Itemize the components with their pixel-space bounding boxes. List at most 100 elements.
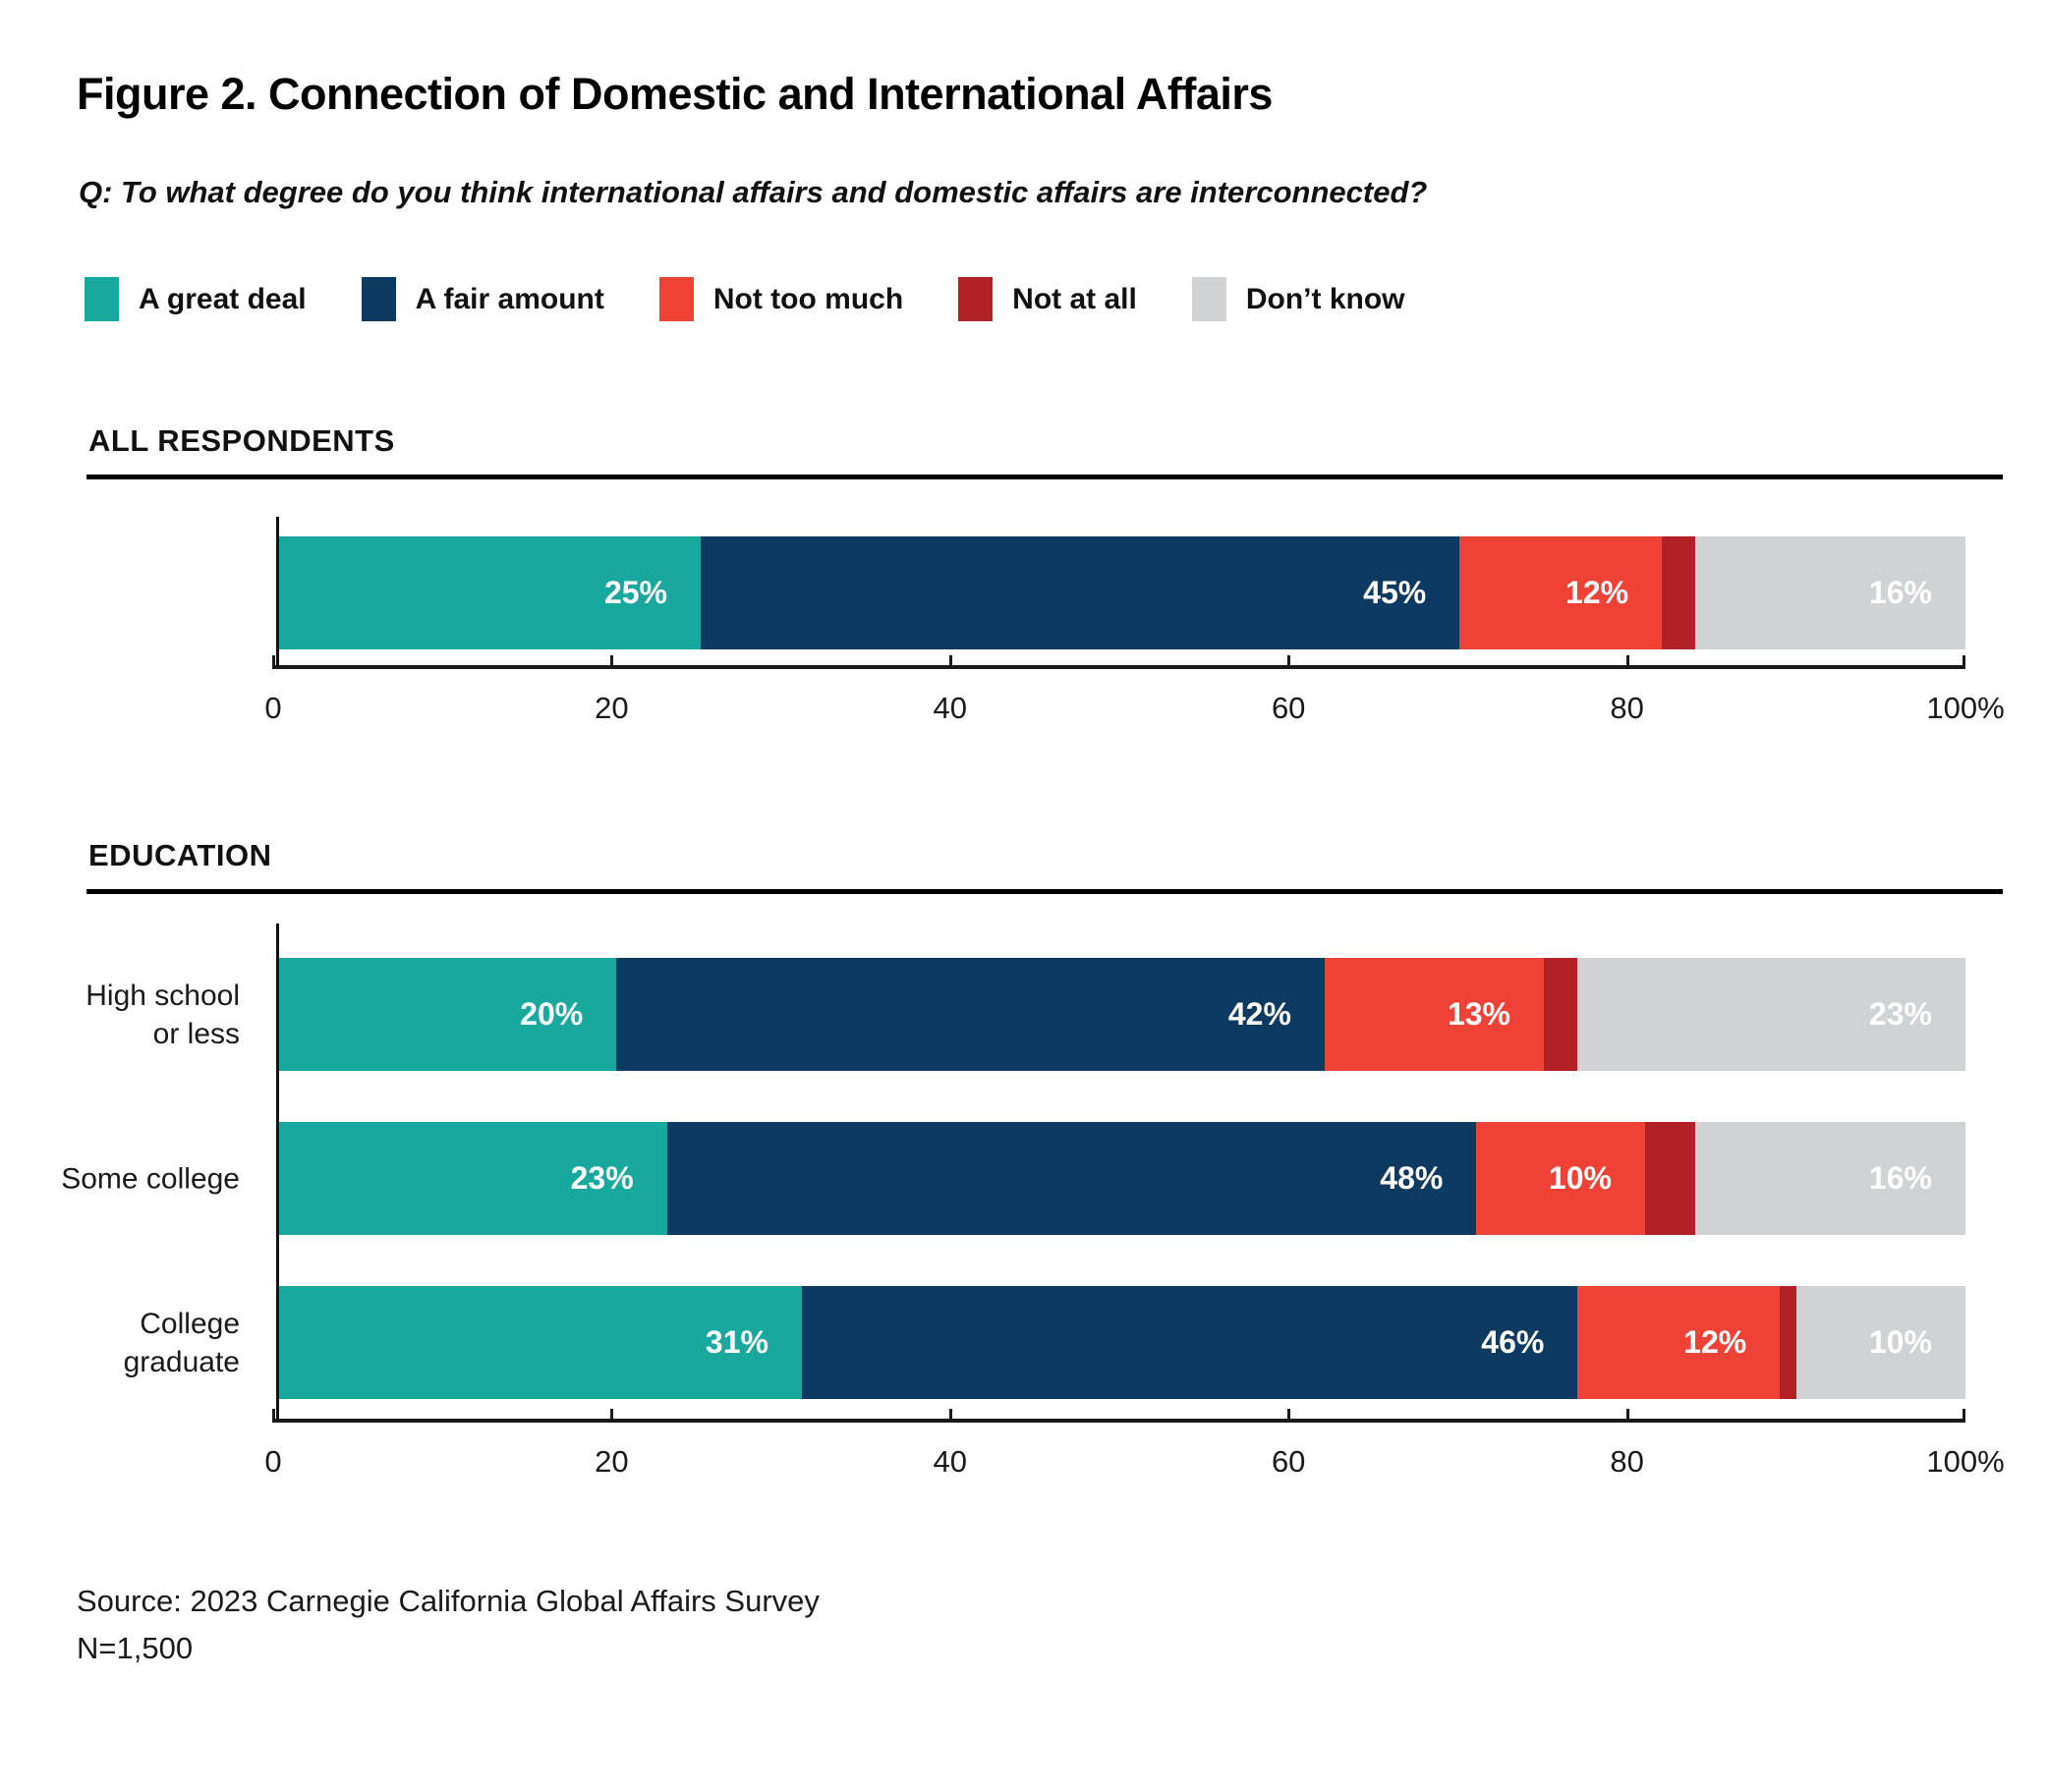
survey-question: Q: To what degree do you think internati… — [79, 175, 1428, 209]
sample-size: N=1,500 — [77, 1631, 194, 1666]
bar-segment — [1780, 1286, 1797, 1399]
segment-value-label: 45% — [1363, 575, 1427, 610]
bar-segment — [1662, 536, 1696, 649]
bar-segment: 12% — [1459, 536, 1663, 649]
legend-swatch-icon — [958, 277, 994, 321]
source-block: Source: 2023 Carnegie California Global … — [77, 1578, 2048, 1672]
bar-segment: 23% — [279, 1122, 667, 1235]
axis-tick — [272, 1409, 275, 1423]
segment-value-label: 10% — [1548, 1160, 1612, 1196]
legend-label: Not too much — [712, 282, 904, 315]
bar-segment: 46% — [801, 1286, 1578, 1399]
bar-segment: 16% — [1695, 536, 1965, 649]
legend-swatch-icon — [1191, 277, 1226, 321]
bar-row: College graduate 31% 46% 12% 10% — [124, 1286, 1965, 1399]
legend-item: Don’t know — [1191, 277, 1405, 321]
segment-value-label: 23% — [570, 1160, 634, 1196]
segment-value-label: 20% — [520, 996, 584, 1032]
bar-segment: 48% — [666, 1122, 1477, 1235]
bar-segment: 23% — [1577, 958, 1965, 1071]
legend-label: A great deal — [139, 282, 307, 315]
axis-tick-label: 20 — [595, 1444, 629, 1479]
plot-box: High school or less 20% 42% 13% 23% Some colle… — [61, 924, 1965, 1419]
plot-box: 25% 45% 12% 16% — [276, 517, 1965, 665]
bar-row: Some college 23% 48% 10% 16% — [61, 1122, 1965, 1235]
stacked-bar: 20% 42% 13% 23% — [279, 958, 1965, 1071]
legend-item: Not too much — [658, 277, 904, 321]
plot-area: 25% 45% 12% 16% 0 20 40 60 80 100% — [264, 517, 2005, 730]
bar-row: 25% 45% 12% 16% — [279, 536, 1965, 649]
axis-tick — [1287, 655, 1291, 669]
bar-segment: 12% — [1577, 1286, 1781, 1399]
axis-tick — [948, 655, 952, 669]
axis-tick-label: 100% — [1926, 691, 2005, 725]
chart-section: ALL RESPONDENTS 25% 45% 12% 16% 0 20 40 60 80 100% — [0, 423, 2048, 730]
bar-segment: 10% — [1476, 1122, 1645, 1235]
x-axis: 0 20 40 60 80 100% — [264, 655, 2005, 730]
section-header: ALL RESPONDENTS — [88, 423, 395, 458]
bar-segment: 13% — [1324, 958, 1544, 1071]
axis-tick-label: 100% — [1926, 1444, 2005, 1479]
legend-label: Not at all — [1012, 282, 1137, 315]
legend-item: A great deal — [85, 277, 307, 321]
axis-tick-label: 40 — [933, 1444, 968, 1479]
segment-value-label: 25% — [603, 575, 667, 610]
bar-segment: 10% — [1796, 1286, 1965, 1399]
row-label: Some college — [61, 1162, 240, 1195]
figure-title: Figure 2. Connection of Domestic and Int… — [77, 69, 1273, 119]
bar-row: High school or less 20% 42% 13% 23% — [85, 958, 1965, 1071]
axis-tick — [1625, 655, 1629, 669]
axis-tick-label: 0 — [264, 1444, 282, 1479]
bar-segment: 31% — [279, 1286, 802, 1399]
bar-segment — [1543, 958, 1578, 1071]
bar-segment: 25% — [279, 536, 701, 649]
legend-item: A fair amount — [361, 277, 604, 321]
segment-value-label: 12% — [1683, 1324, 1747, 1360]
stacked-bar: 25% 45% 12% 16% — [279, 536, 1965, 649]
bar-segment: 45% — [701, 536, 1460, 649]
segment-value-label: 16% — [1868, 575, 1932, 610]
section-rule — [86, 889, 2003, 894]
chart-sections: ALL RESPONDENTS 25% 45% 12% 16% 0 20 40 60 80 100%… — [0, 423, 2048, 1484]
segment-value-label: 48% — [1380, 1160, 1444, 1196]
axis-tick — [948, 1409, 952, 1423]
axis-tick-label: 80 — [1610, 691, 1644, 725]
section-rule — [86, 475, 2003, 479]
legend-swatch-icon — [85, 277, 119, 321]
axis-tick-label: 40 — [933, 691, 968, 725]
plot-area: High school or less 20% 42% 13% 23% Some colle… — [61, 924, 2005, 1484]
legend-swatch-icon — [361, 277, 396, 321]
row-label: College graduate — [123, 1307, 240, 1378]
row-label: High school or less — [85, 979, 240, 1050]
axis-tick-label: 60 — [1271, 691, 1306, 725]
axis-tick — [610, 655, 614, 669]
axis-tick — [1287, 1409, 1291, 1423]
legend: A great deal A fair amount Not too much Not… — [85, 277, 2048, 321]
bar-segment: 20% — [279, 958, 617, 1071]
segment-value-label: 23% — [1868, 996, 1932, 1032]
axis-tick-label: 20 — [595, 691, 629, 725]
source-line: Source: 2023 Carnegie California Global … — [77, 1584, 820, 1618]
axis-tick — [1963, 1409, 1965, 1423]
axis-tick — [1625, 1409, 1629, 1423]
legend-label: A fair amount — [415, 282, 604, 315]
chart-section: EDUCATION High school or less 20% 42% 13% 23% S… — [0, 838, 2048, 1484]
stacked-bar: 23% 48% 10% 16% — [279, 1122, 1965, 1235]
axis-tick-label: 80 — [1610, 1444, 1644, 1479]
bar-segment: 42% — [616, 958, 1325, 1071]
bar-segment — [1644, 1122, 1696, 1235]
x-axis: 0 20 40 60 80 100% — [264, 1409, 2005, 1484]
axis-tick — [1963, 655, 1965, 669]
segment-value-label: 12% — [1565, 575, 1629, 610]
legend-item: Not at all — [958, 277, 1137, 321]
segment-value-label: 10% — [1868, 1324, 1932, 1360]
legend-label: Don’t know — [1245, 282, 1405, 315]
axis-tick — [272, 655, 275, 669]
segment-value-label: 46% — [1481, 1324, 1545, 1360]
segment-value-label: 42% — [1227, 996, 1291, 1032]
bar-segment: 16% — [1695, 1122, 1965, 1235]
legend-swatch-icon — [658, 277, 694, 321]
segment-value-label: 13% — [1447, 996, 1510, 1032]
axis-tick-label: 60 — [1271, 1444, 1306, 1479]
